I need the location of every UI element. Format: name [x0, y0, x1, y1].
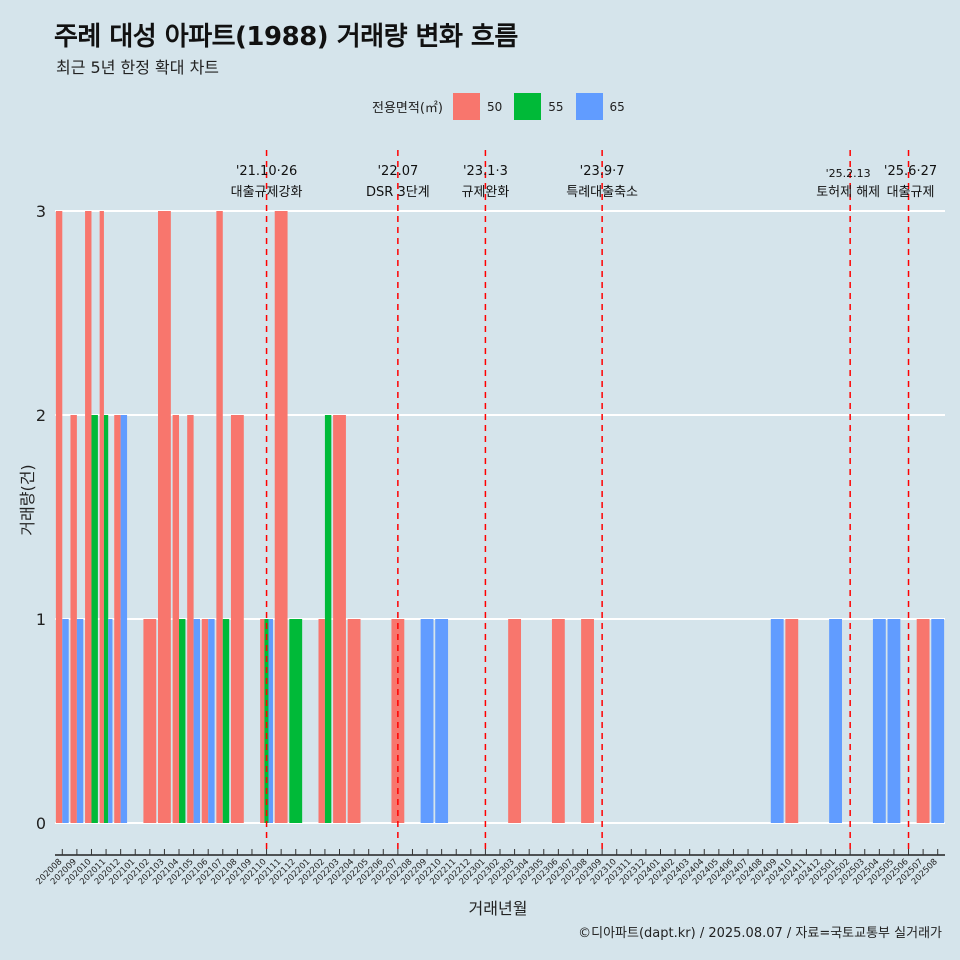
bar-202010-55: [91, 415, 97, 823]
bar-202106-50: [202, 619, 208, 823]
bar-202104-55: [179, 619, 185, 823]
bar-202008-65: [62, 619, 68, 823]
chart-plot: 0 1 2 3 '21.10·26 대출규제강화 '22.07 DSR 3단계 '23.1·3 규…: [0, 0, 960, 960]
bar-202202-50: [318, 619, 324, 823]
event-name-label: 토허제 해제: [816, 185, 880, 200]
bar-202110-50: [260, 619, 264, 823]
event-date-label: '25.2.13: [826, 167, 871, 180]
x-axis-title: 거래년월: [469, 899, 528, 918]
bar-202107-55: [223, 619, 229, 823]
bar-202508-65: [931, 619, 944, 823]
bar-202009-50: [70, 415, 76, 823]
bar-202210-65: [435, 619, 448, 823]
y-tick-label: 3: [36, 202, 46, 221]
y-tick-label: 0: [36, 814, 46, 833]
bar-202012-65: [121, 415, 127, 823]
bar-202209-65: [421, 619, 434, 823]
bar-202012-50: [114, 415, 120, 823]
bar-202202-55: [325, 415, 331, 823]
bar-202308-50: [581, 619, 594, 823]
bar-202011-65: [108, 619, 112, 823]
bar-202504-65: [873, 619, 886, 823]
source-caption: ©디아파트(dapt.kr) / 2025.08.07 / 자료=국토교통부 실…: [578, 922, 942, 941]
event-date-label: '25.6·27: [884, 164, 937, 179]
bar-202105-65: [194, 619, 200, 823]
event-name-label: 규제완화: [461, 185, 509, 200]
bar-202507-50: [917, 619, 930, 823]
bar-202108-50: [231, 415, 244, 823]
event-date-label: '23.9·7: [580, 164, 625, 179]
event-name-label: 대출규제강화: [231, 185, 303, 200]
bar-202204-50: [348, 619, 361, 823]
event-name-label: 특례대출축소: [566, 185, 638, 200]
bar-202110-65: [269, 619, 273, 823]
y-tick-label: 1: [36, 610, 46, 629]
bar-202111-50: [275, 211, 288, 823]
bar-202106-65: [208, 619, 214, 823]
event-date-label: '22.07: [377, 164, 418, 179]
bar-202410-50: [785, 619, 798, 823]
bar-202306-50: [552, 619, 565, 823]
bar-202102-50: [143, 619, 156, 823]
y-axis-title: 거래량(건): [18, 464, 37, 535]
bar-202104-50: [173, 415, 179, 823]
event-date-label: '21.10·26: [236, 164, 297, 179]
bar-202103-50: [158, 211, 171, 823]
bar-202501-65: [829, 619, 842, 823]
bar-202009-65: [77, 619, 83, 823]
bar-202010-50: [85, 211, 91, 823]
bar-202008-50: [56, 211, 62, 823]
event-date-label: '23.1·3: [463, 164, 508, 179]
bar-202011-50: [100, 211, 104, 823]
bar-202505-65: [888, 619, 901, 823]
bar-202105-50: [187, 415, 193, 823]
event-name-label: 대출규제: [887, 185, 935, 200]
event-name-label: DSR 3단계: [366, 185, 430, 200]
bar-202203-50: [333, 415, 346, 823]
bar-202409-65: [771, 619, 784, 823]
y-tick-label: 2: [36, 406, 46, 425]
bar-202112-55: [289, 619, 302, 823]
bar-202303-50: [508, 619, 521, 823]
bar-202011-55: [104, 415, 108, 823]
bar-202107-50: [216, 211, 222, 823]
